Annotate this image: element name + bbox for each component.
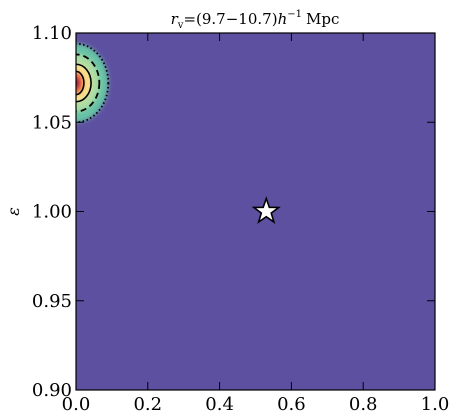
title-subscript: v [177,20,184,31]
x-tick-label: 1.0 [421,394,450,413]
y-tick-label: 0.90 [32,380,72,401]
contour-line-core [76,70,85,96]
contour-fill-peak [76,76,80,90]
title-range: =(9.7−10.7) [183,10,277,28]
contour-group [76,42,110,124]
y-tick-label: 1.00 [32,202,72,223]
star-marker [251,196,281,224]
contour-line-mid [76,53,101,113]
title-symbol: r [171,10,179,28]
x-tick-label: 0.6 [277,394,306,413]
contour-line-outer [76,42,110,124]
x-tick-label: 0.0 [62,394,91,413]
x-tick-label: 0.2 [133,394,162,413]
axes: 0.0 0.2 0.4 0.6 0.8 1.0 0.90 0.95 1.00 1.05 1.10 [32,23,449,413]
x-tick-label: 0.8 [349,394,378,413]
heatmap-background [76,33,435,390]
x-tick-label: 0.4 [205,394,234,413]
y-axis-label: ε [4,207,23,216]
y-tick-label: 1.05 [32,112,72,133]
title-unit: Mpc [306,10,339,28]
plot-area [76,33,435,390]
title-h: h [278,10,288,28]
y-tick-label: 1.10 [32,23,72,44]
chart-title: rv=(9.7−10.7)h−1 Mpc [171,9,340,31]
y-tick-label: 0.95 [32,291,72,312]
title-exponent: −1 [287,9,302,20]
